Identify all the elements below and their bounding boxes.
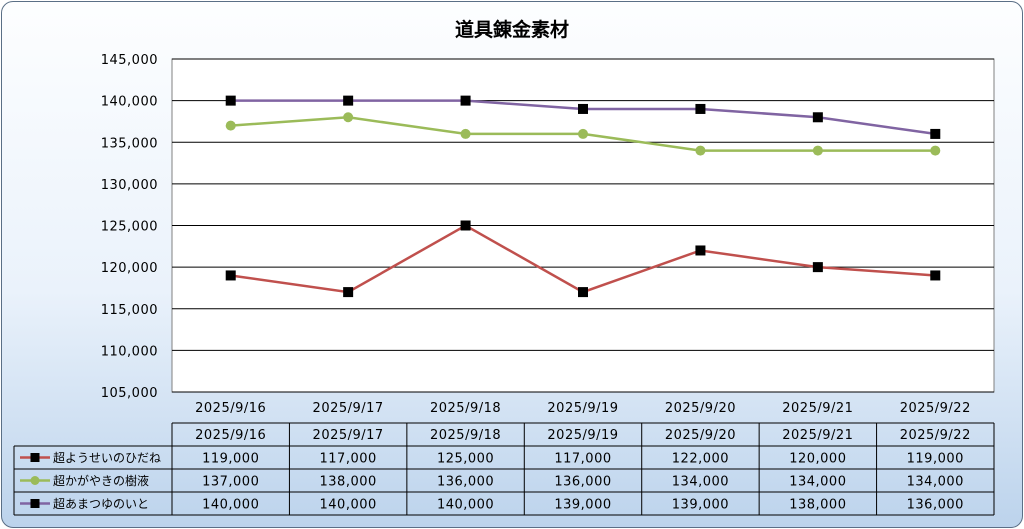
data-point [695, 245, 706, 256]
data-point [812, 262, 823, 273]
data-point [930, 145, 941, 156]
data-point [578, 103, 588, 114]
data-point [460, 220, 471, 231]
data-label: 120,000 [789, 452, 846, 467]
data-point [578, 287, 588, 298]
x-tick-label: 2025/9/17 [313, 401, 384, 416]
x-tick-label: 2025/9/19 [547, 401, 618, 416]
data-point [225, 120, 236, 131]
table-header-cell: 2025/9/20 [665, 428, 736, 443]
y-tick-label: 140,000 [101, 95, 158, 110]
data-point [225, 95, 236, 106]
data-point [930, 270, 941, 281]
data-label: 122,000 [672, 452, 729, 467]
data-label: 139,000 [554, 498, 611, 513]
data-point [812, 112, 823, 123]
data-point [695, 145, 706, 156]
data-label: 136,000 [907, 498, 964, 513]
data-label: 117,000 [320, 452, 377, 467]
data-label: 137,000 [202, 475, 259, 490]
y-tick-label: 105,000 [101, 386, 158, 401]
data-label: 136,000 [554, 475, 611, 490]
table-header-cell: 2025/9/16 [195, 428, 266, 443]
chart-title: 道具錬金素材 [455, 18, 569, 41]
data-label: 138,000 [789, 498, 846, 513]
y-tick-label: 145,000 [101, 53, 158, 68]
x-tick-label: 2025/9/22 [900, 401, 971, 416]
legend-entry: 超ようせいのひだね [53, 450, 161, 465]
data-label: 140,000 [320, 498, 377, 513]
y-tick-label: 115,000 [101, 303, 158, 318]
data-point [343, 112, 354, 123]
data-label: 139,000 [672, 498, 729, 513]
x-tick-label: 2025/9/18 [430, 401, 501, 416]
data-point [578, 128, 588, 139]
data-label: 119,000 [202, 452, 259, 467]
x-tick-label: 2025/9/21 [782, 401, 853, 416]
legend-entry: 超かがやきの樹液 [53, 473, 149, 488]
legend-key-marker [30, 476, 40, 485]
table-header-cell: 2025/9/19 [547, 428, 618, 443]
y-tick-label: 110,000 [101, 344, 158, 359]
legend-entry: 超あまつゆのいと [53, 496, 149, 511]
data-point [695, 103, 706, 114]
y-tick-label: 125,000 [101, 220, 158, 235]
legend-key-marker [30, 499, 40, 508]
data-point [812, 145, 823, 156]
data-label: 140,000 [202, 498, 259, 513]
data-label: 117,000 [554, 452, 611, 467]
table-header-cell: 2025/9/18 [430, 428, 501, 443]
data-point [225, 270, 236, 281]
data-label: 140,000 [437, 498, 494, 513]
data-label: 134,000 [789, 475, 846, 490]
data-label: 125,000 [437, 452, 494, 467]
x-tick-label: 2025/9/16 [195, 401, 266, 416]
data-label: 136,000 [437, 475, 494, 490]
data-label: 119,000 [907, 452, 964, 467]
data-point [460, 95, 471, 106]
data-label: 134,000 [672, 475, 729, 490]
table-header-cell: 2025/9/21 [782, 428, 853, 443]
legend-key-marker [30, 453, 40, 462]
data-point [343, 95, 354, 106]
table-header-cell: 2025/9/17 [313, 428, 384, 443]
y-tick-label: 120,000 [101, 261, 158, 276]
data-label: 134,000 [907, 475, 964, 490]
data-point [460, 128, 471, 139]
table-header-cell: 2025/9/22 [900, 428, 971, 443]
x-tick-label: 2025/9/20 [665, 401, 736, 416]
data-point [343, 287, 354, 298]
data-point [930, 128, 941, 139]
y-tick-label: 135,000 [101, 136, 158, 151]
data-label: 138,000 [320, 475, 377, 490]
y-tick-label: 130,000 [101, 178, 158, 193]
